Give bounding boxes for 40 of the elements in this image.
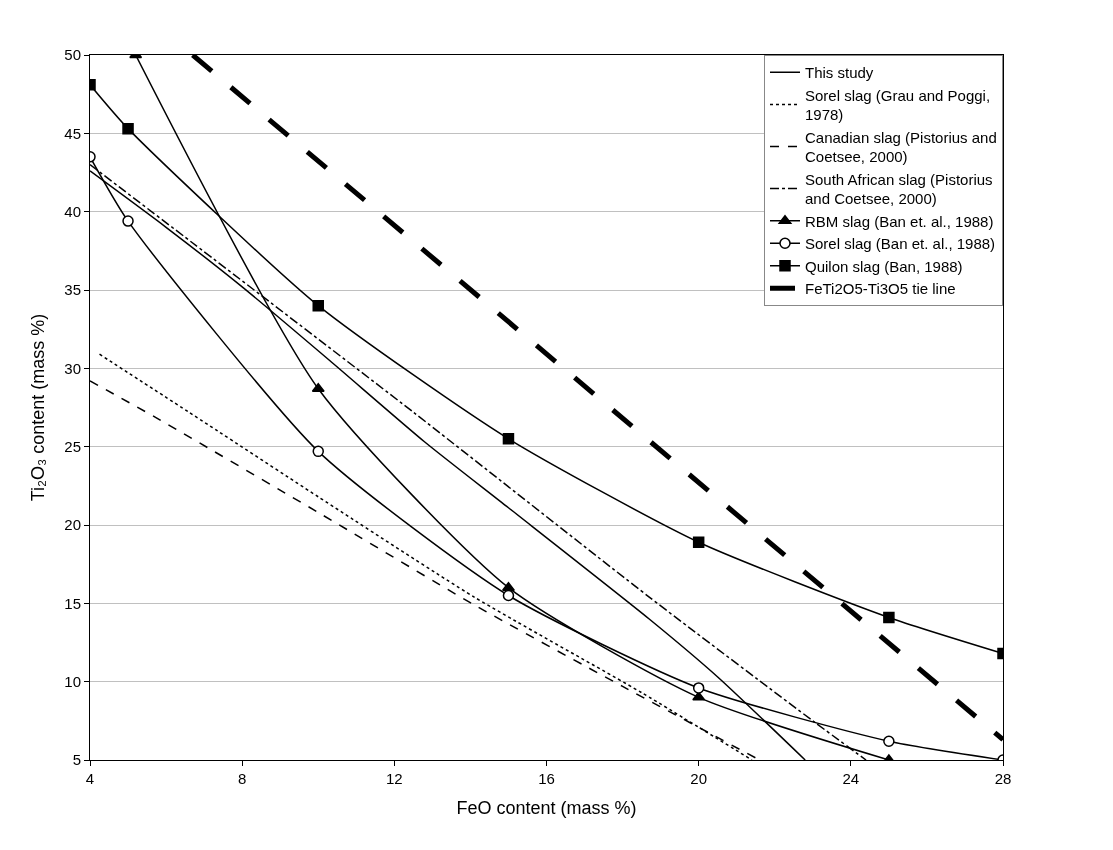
point bbox=[122, 122, 134, 135]
x-tick-label: 12 bbox=[385, 770, 403, 787]
x-tick-label: 24 bbox=[842, 770, 860, 787]
point bbox=[883, 611, 895, 624]
y-tick-label: 5 bbox=[72, 751, 81, 769]
point bbox=[692, 691, 706, 701]
legend-label: South African slag (Pistorius and Coetsee, 2000) bbox=[805, 170, 993, 208]
point bbox=[692, 682, 705, 694]
legend-label: Canadian slag (Pistorius and Coetsee, 2000) bbox=[805, 128, 997, 166]
y-tick-label: 30 bbox=[64, 359, 81, 377]
point bbox=[501, 581, 515, 591]
y-axis-title: Ti₂O₃ content (mass %) bbox=[27, 313, 48, 502]
point bbox=[122, 215, 134, 227]
y-tick-label: 25 bbox=[64, 437, 81, 455]
y-tick-label: 45 bbox=[64, 124, 81, 142]
point bbox=[312, 445, 324, 458]
x-axis-title: FeO content (mass %) bbox=[456, 798, 637, 819]
point bbox=[311, 382, 325, 392]
y-tick-label: 40 bbox=[64, 202, 81, 220]
point bbox=[312, 299, 324, 312]
point bbox=[883, 735, 895, 747]
y-tick-label: 20 bbox=[64, 516, 81, 534]
legend-label: RBM slag (Ban et. al., 1988) bbox=[805, 212, 994, 230]
point bbox=[502, 433, 515, 445]
legend-label: FeTi2O5-Ti3O5 tie line bbox=[805, 280, 956, 298]
y-tick-label: 15 bbox=[64, 594, 81, 612]
point bbox=[502, 589, 515, 602]
legend-label: Sorel slag (Ban et. al., 1988) bbox=[805, 235, 996, 253]
x-tick-label: 16 bbox=[538, 770, 555, 787]
y-tick-label: 35 bbox=[64, 281, 81, 299]
legend-label: This study bbox=[805, 64, 874, 82]
y-tick-label: 10 bbox=[64, 672, 81, 690]
point bbox=[692, 536, 705, 548]
x-tick-label: 28 bbox=[994, 770, 1012, 787]
y-tick-label: 50 bbox=[64, 46, 81, 64]
legend-label: Sorel slag (Grau and Poggi, 1978) bbox=[805, 86, 991, 124]
x-tick-label: 4 bbox=[85, 770, 95, 787]
x-tick-label: 8 bbox=[238, 770, 247, 787]
legend-label: Quilon slag (Ban, 1988) bbox=[805, 257, 963, 275]
x-tick-label: 20 bbox=[690, 770, 708, 787]
